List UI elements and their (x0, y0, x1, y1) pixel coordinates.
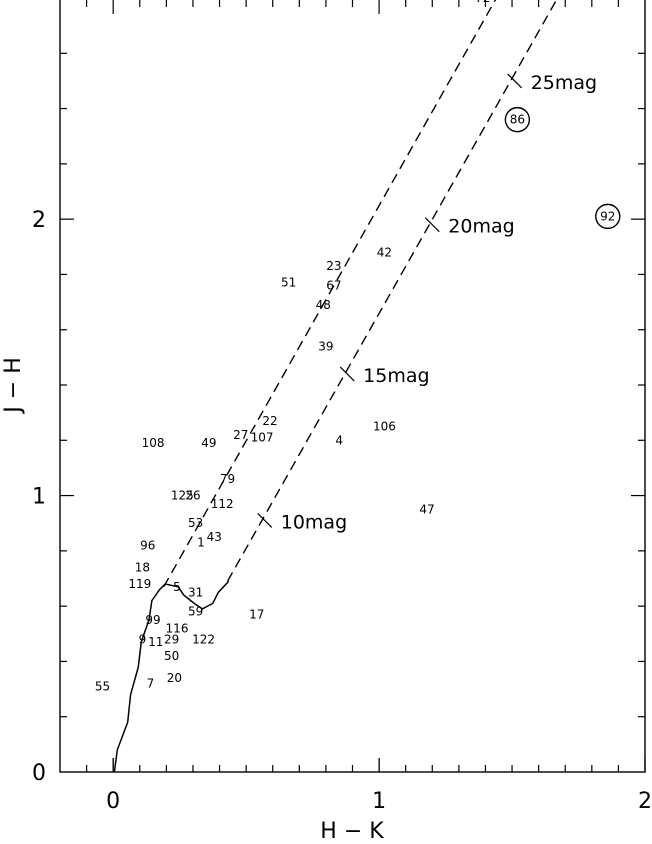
source-label: 119 (128, 577, 151, 591)
source-label: 29 (164, 632, 179, 646)
magnitude-tick (257, 513, 273, 528)
source-label: 20 (167, 671, 182, 685)
source-label: 72 (475, 0, 490, 5)
source-label: 1 (197, 536, 205, 550)
source-label: 53 (188, 516, 203, 530)
source-label: 42 (377, 245, 392, 259)
source-label: 92 (600, 209, 615, 223)
source-label: 9 (139, 632, 147, 646)
axis-ticks (60, 0, 646, 772)
source-label: 23 (326, 259, 341, 273)
source-label: 39 (318, 339, 333, 353)
plot-frame (59, 0, 646, 773)
magnitude-tick (424, 217, 440, 233)
source-label: 116 (166, 621, 189, 635)
x-tick-label: 0 (106, 789, 120, 814)
source-label: 86 (510, 113, 525, 127)
source-label: 31 (188, 585, 203, 599)
reddening-line (163, 0, 497, 588)
magnitude-label: 10mag (281, 511, 347, 533)
y-tick-label: 2 (32, 208, 46, 233)
source-label: 43 (207, 530, 222, 544)
source-labels: 7286922342516748392210627107108494791252… (95, 0, 621, 693)
source-label: 48 (316, 298, 331, 312)
y-tick-label: 0 (32, 761, 46, 786)
source-label: 125 (171, 489, 194, 503)
magnitude-tick (507, 73, 523, 89)
source-label: 17 (249, 607, 264, 621)
reddening-vectors (163, 0, 558, 588)
source-label: 11 (148, 635, 163, 649)
intrinsic-locus-curve (113, 580, 230, 773)
circled-source-marker (504, 106, 531, 133)
x-tick-label: 2 (638, 789, 652, 814)
source-label: 108 (142, 436, 165, 450)
source-label: 7 (147, 677, 155, 691)
source-label: 106 (373, 419, 396, 433)
source-label: 67 (326, 278, 341, 292)
source-label: 18 (135, 560, 150, 574)
source-label: 49 (201, 436, 216, 450)
circled-source-marker (595, 203, 621, 230)
magnitude-tick (339, 366, 355, 382)
magnitude-label: 15mag (363, 365, 429, 387)
reddening-line (226, 0, 558, 582)
source-label: 22 (262, 414, 277, 428)
source-label: 99 (145, 613, 160, 627)
magnitude-label: 25mag (531, 72, 597, 94)
source-label: 26 (185, 489, 200, 503)
source-label: 51 (281, 276, 296, 290)
source-label: 112 (211, 497, 234, 511)
source-label: 50 (164, 649, 179, 663)
source-label: 96 (140, 538, 155, 552)
x-axis-title: H − K (320, 819, 384, 844)
source-label: 4 (335, 433, 343, 447)
intrinsic-locus (113, 580, 230, 773)
magnitude-marks: 10mag 15mag 20mag 25mag (257, 72, 597, 533)
x-tick-label: 1 (372, 789, 386, 814)
source-label: 107 (251, 431, 274, 445)
source-label: 27 (233, 428, 248, 442)
source-label: 47 (419, 502, 434, 516)
y-tick-label: 1 (32, 485, 46, 510)
source-label: 79 (220, 472, 235, 486)
magnitude-label: 20mag (448, 216, 514, 238)
source-label: 5 (173, 580, 181, 594)
y-axis-title: J − H (1, 357, 26, 414)
source-label: 55 (95, 679, 110, 693)
source-label: 59 (188, 605, 203, 619)
source-label: 122 (192, 632, 215, 646)
